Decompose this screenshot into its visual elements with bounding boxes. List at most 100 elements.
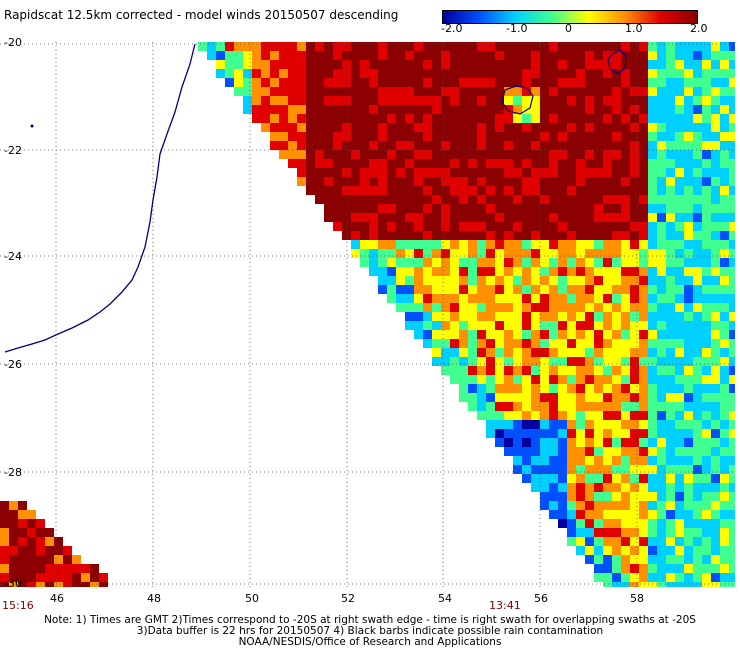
swath-cell [279,69,288,78]
footnote-line-1: Note: 1) Times are GMT 2)Times correspon… [44,614,696,626]
swath-cell [666,276,675,285]
swath-cell [549,96,558,105]
swath-cell [612,357,621,366]
swath-cell [324,78,333,87]
swath-cell [414,141,423,150]
swath-cell [468,267,477,276]
swath-cell [693,60,702,69]
swath-cell [423,114,432,123]
swath-cell [279,87,288,96]
swath-cell [702,492,711,501]
swath-cell [612,240,621,249]
swath-cell [711,375,720,384]
swath-cell [369,231,378,240]
swath-cell [567,105,576,114]
swath-cell [414,240,423,249]
swath-cell [648,312,657,321]
swath-cell [684,519,693,528]
swath-cell [558,132,567,141]
swath-cell [522,186,531,195]
swath-cell [18,537,27,546]
swath-cell [504,366,513,375]
swath-cell [576,222,585,231]
swath-cell [72,573,81,582]
swath-cell [549,429,558,438]
swath-cell [720,321,729,330]
swath-cell [414,159,423,168]
swath-cell [540,348,549,357]
swath-cell [684,411,693,420]
swath-cell [486,60,495,69]
swath-cell [531,438,540,447]
swath-cell [486,69,495,78]
swath-cell [648,429,657,438]
swath-cell [621,132,630,141]
swath-cell [594,366,603,375]
swath-cell [342,222,351,231]
colorbar-tick: 0 [565,22,572,35]
swath-cell [684,312,693,321]
swath-cell [666,348,675,357]
swath-cell [702,204,711,213]
swath-cell [684,420,693,429]
swath-cell [657,375,666,384]
swath-cell [666,465,675,474]
swath-cell [396,303,405,312]
swath-cell [585,123,594,132]
swath-cell [198,42,207,51]
swath-cell [693,537,702,546]
swath-cell [387,87,396,96]
swath-cell [585,528,594,537]
swath-cell [522,321,531,330]
swath-cell [522,402,531,411]
swath-cell [594,204,603,213]
swath-cell [648,249,657,258]
lon-label: 52 [341,592,355,605]
swath-cell [585,321,594,330]
swath-cell [414,330,423,339]
swath-cell [729,204,735,213]
swath-cell [666,555,675,564]
swath-cell [459,366,468,375]
swath-cell [630,258,639,267]
lon-label: 50 [245,592,259,605]
swath-cell [657,159,666,168]
swath-cell [711,492,720,501]
swath-cell [693,195,702,204]
swath-cell [486,348,495,357]
swath-cell [711,528,720,537]
swath-cell [324,105,333,114]
swath-cell [711,420,720,429]
swath-cell [495,168,504,177]
swath-cell [27,564,36,573]
swath-cell [702,96,711,105]
swath-cell [360,78,369,87]
swath-cell [585,411,594,420]
swath-cell [378,141,387,150]
swath-cell [522,276,531,285]
swath-cell [522,141,531,150]
swath-cell [441,231,450,240]
swath-cell [711,240,720,249]
swath-cell [621,69,630,78]
swath-cell [630,159,639,168]
swath-cell [531,420,540,429]
swath-cell [9,555,18,564]
swath-cell [639,330,648,339]
swath-cell [567,87,576,96]
swath-cell [441,159,450,168]
swath-cell [423,240,432,249]
swath-cell [558,348,567,357]
swath-cell [648,438,657,447]
swath-cell [675,438,684,447]
swath-cell [549,240,558,249]
swath-cell [549,186,558,195]
swath-cell [612,384,621,393]
swath-cell [567,258,576,267]
swath-cell [297,60,306,69]
swath-cell [261,42,270,51]
swath-cell [630,267,639,276]
swath-cell [477,330,486,339]
swath-cell [657,87,666,96]
swath-cell [693,240,702,249]
